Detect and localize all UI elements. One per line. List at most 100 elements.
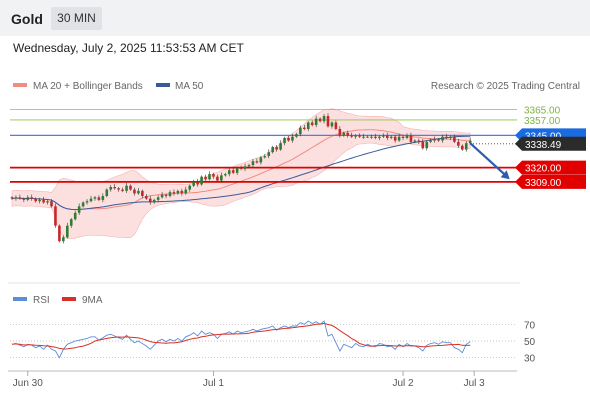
ma50-line xyxy=(11,135,471,211)
candle-body xyxy=(385,135,389,138)
candle-body xyxy=(433,139,436,141)
rsi-line xyxy=(11,320,471,359)
candle-body xyxy=(251,161,255,166)
candle-body xyxy=(354,135,357,137)
candle-body xyxy=(231,170,235,173)
candle-body xyxy=(58,225,61,242)
candle-body xyxy=(409,135,413,142)
candle-body xyxy=(121,189,124,191)
candle-body xyxy=(259,157,263,163)
time-tick-label: Jul 2 xyxy=(392,378,414,389)
candle-body xyxy=(457,141,460,146)
timeframe-button[interactable]: 30 MIN xyxy=(51,7,102,30)
candle-body xyxy=(164,194,168,197)
candle-body xyxy=(350,135,353,137)
symbol-title: Gold xyxy=(11,11,43,27)
candle-body xyxy=(468,140,472,144)
candle-body xyxy=(109,187,113,190)
candle-body xyxy=(85,201,89,203)
candle-body xyxy=(366,136,369,138)
candle-body xyxy=(405,135,409,138)
candle-body xyxy=(310,122,314,126)
candle-body xyxy=(10,197,14,199)
candle-body xyxy=(397,136,401,141)
candle-body xyxy=(89,198,93,202)
candle-body xyxy=(224,174,227,176)
candle-body xyxy=(243,166,247,169)
candle-body xyxy=(212,174,215,177)
candle-body xyxy=(156,197,160,200)
rsi-ma-legend-swatch xyxy=(62,297,76,301)
candle-body xyxy=(26,197,30,200)
candle-body xyxy=(97,197,101,200)
ma20-legend-label: MA 20 + Bollinger Bands xyxy=(33,81,143,92)
candle-body xyxy=(184,189,188,194)
time-tick-label: Jul 1 xyxy=(203,378,225,389)
resistance-1-label: 3357.00 xyxy=(524,116,561,127)
time-tick-label: Jun 30 xyxy=(13,378,43,389)
rsi-level-label: 30 xyxy=(524,354,536,365)
candle-body xyxy=(303,127,306,129)
candle-body xyxy=(326,116,330,127)
candle-body xyxy=(318,118,322,122)
last-price-label: 3338.49 xyxy=(525,140,562,151)
projection-arrow xyxy=(469,142,508,178)
candle-body xyxy=(378,136,381,138)
candle-body xyxy=(105,189,109,197)
candle-body xyxy=(125,185,128,191)
ma50-legend-swatch xyxy=(156,83,170,87)
candle-body xyxy=(413,140,417,142)
candle-body xyxy=(176,190,180,194)
candle-body xyxy=(42,199,45,203)
support-1-label: 3320.00 xyxy=(525,164,562,175)
candle-body xyxy=(283,137,286,144)
candle-body xyxy=(449,136,452,138)
candle-body xyxy=(393,136,397,141)
candle-body xyxy=(358,135,361,137)
rsi-legend-swatch xyxy=(13,297,27,301)
candle-body xyxy=(18,197,22,199)
candle-body xyxy=(148,198,152,203)
candle-body xyxy=(453,136,456,142)
rsi-legend-label: RSI xyxy=(33,295,50,306)
candle-body xyxy=(235,167,239,173)
candle-body xyxy=(334,122,338,129)
candle-body xyxy=(429,140,432,142)
candle-body xyxy=(133,189,136,194)
candle-body xyxy=(216,176,219,181)
support-2-tag xyxy=(515,174,586,189)
candle-body xyxy=(464,143,468,150)
candle-body xyxy=(322,116,326,122)
candle-body xyxy=(267,152,271,157)
candle-body xyxy=(437,139,440,141)
candle-body xyxy=(382,135,385,137)
candle-body xyxy=(338,128,342,136)
candle-body xyxy=(263,156,267,158)
candle-body xyxy=(137,190,140,194)
candle-body xyxy=(291,136,294,141)
candle-body xyxy=(370,136,373,138)
candle-body xyxy=(346,132,350,136)
candle-body xyxy=(200,176,203,185)
bollinger-band xyxy=(11,108,471,240)
candle-body xyxy=(275,147,278,150)
candle-body xyxy=(192,181,195,186)
rsi-level-label: 70 xyxy=(524,320,536,331)
candle-body xyxy=(101,196,105,200)
candle-body xyxy=(180,190,184,194)
credit-label: Research © 2025 Trading Central xyxy=(431,81,580,92)
candle-body xyxy=(62,237,65,242)
candle-body xyxy=(227,170,231,175)
candle-body xyxy=(417,140,421,142)
candle-body xyxy=(279,143,282,150)
candle-body xyxy=(172,192,176,194)
candle-body xyxy=(81,202,85,207)
candle-body xyxy=(314,118,318,126)
candle-body xyxy=(461,145,464,150)
candle-body xyxy=(160,194,164,198)
candle-body xyxy=(145,196,148,199)
ma20-legend-swatch xyxy=(13,83,27,87)
candle-body xyxy=(117,188,120,190)
